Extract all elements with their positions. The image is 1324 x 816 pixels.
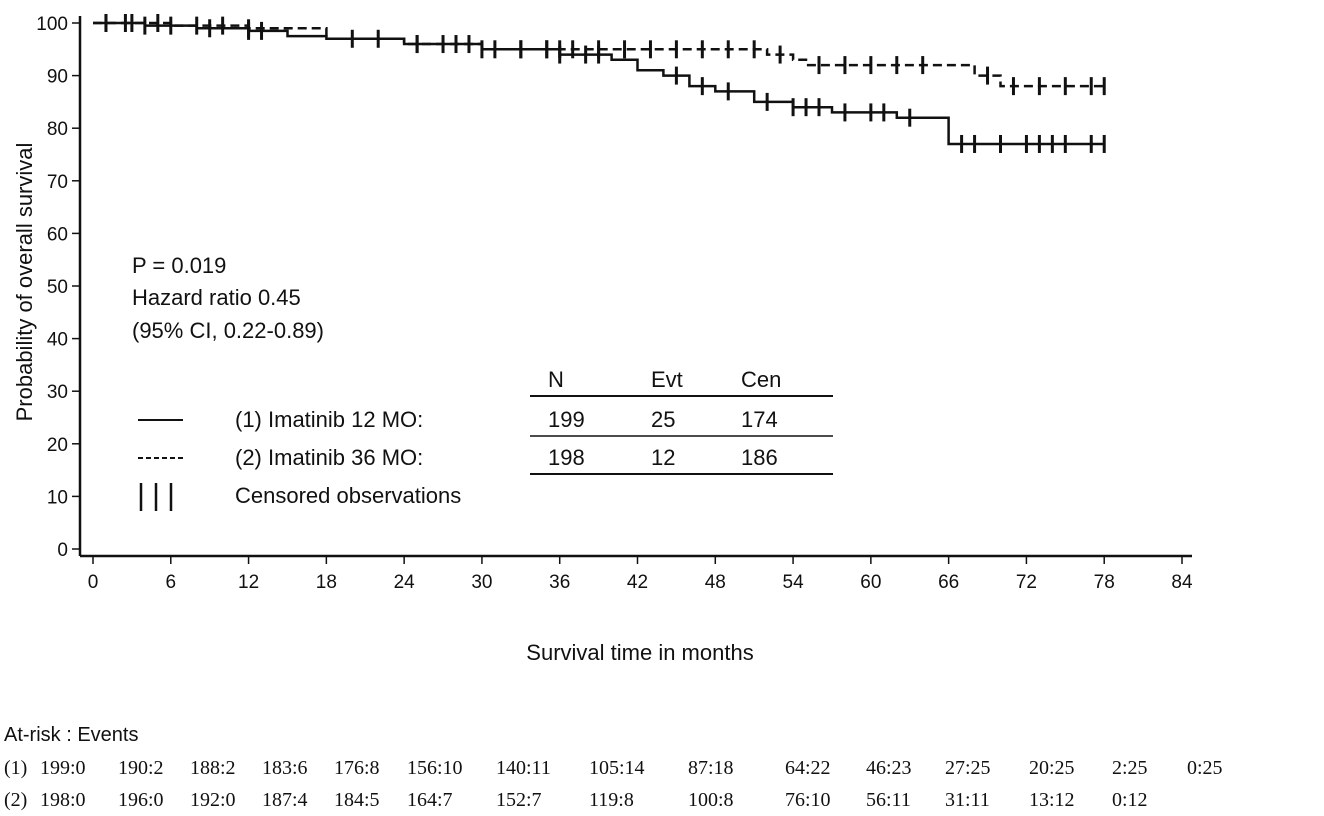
at-risk-rows: (1) 199:0 190:2 188:2 183:6 176:8 156:10 140:11… xyxy=(4,757,1223,811)
x-tick-label: 0 xyxy=(88,572,99,593)
at-risk-cell: 190:2 xyxy=(118,757,164,779)
x-tick-label: 72 xyxy=(1016,572,1037,593)
x-tick-label: 48 xyxy=(705,572,726,593)
x-tick-label: 78 xyxy=(1094,572,1115,593)
p-value: P = 0.019 xyxy=(132,253,226,278)
at-risk-cell: 0:25 xyxy=(1187,757,1223,779)
table-cell: 174 xyxy=(741,407,778,432)
at-risk-cell: 119:8 xyxy=(589,789,634,811)
at-risk-cell: 184:5 xyxy=(334,789,380,811)
at-risk-cell: 100:8 xyxy=(688,789,734,811)
at-risk-cell: 152:7 xyxy=(496,789,542,811)
at-risk-cell: 20:25 xyxy=(1029,757,1075,779)
at-risk-cell: 56:11 xyxy=(866,789,911,811)
at-risk-cell: 76:10 xyxy=(785,789,831,811)
at-risk-cell: 87:18 xyxy=(688,757,734,779)
at-risk-cell: 2:25 xyxy=(1112,757,1148,779)
x-tick-label: 60 xyxy=(860,572,881,593)
confidence-interval: (95% CI, 0.22-0.89) xyxy=(132,318,324,343)
y-tick-label: 40 xyxy=(47,330,68,351)
annotation-group: P = 0.019 Hazard ratio 0.45 (95% CI, 0.2… xyxy=(132,253,324,343)
table-cell: 12 xyxy=(651,445,675,470)
x-tick-label: 66 xyxy=(938,572,959,593)
y-tick-label: 10 xyxy=(47,487,68,508)
table-header-n: N xyxy=(548,367,564,392)
at-risk-cell: 188:2 xyxy=(190,757,236,779)
hazard-ratio: Hazard ratio 0.45 xyxy=(132,285,301,310)
at-risk-cell: 176:8 xyxy=(334,757,380,779)
table-header-cen: Cen xyxy=(741,367,781,392)
x-tick-label: 54 xyxy=(783,572,805,593)
x-axis-title: Survival time in months xyxy=(526,640,753,665)
at-risk-title: At-risk : Events xyxy=(4,724,138,746)
at-risk-cell: 13:12 xyxy=(1029,789,1075,811)
at-risk-cell: 187:4 xyxy=(262,789,308,811)
series-line-2 xyxy=(93,21,1105,88)
at-risk-cell: 198:0 xyxy=(40,789,86,811)
y-tick-label: 0 xyxy=(57,540,68,561)
x-tick-label: 12 xyxy=(238,572,259,593)
at-risk-row-label: (1) xyxy=(4,757,27,779)
at-risk-cell: 46:23 xyxy=(866,757,912,779)
axes: 0 6 12 18 24 30 36 42 48 54 60 66 72 78 84 0 10 20 30 40 50 6… xyxy=(36,14,1193,593)
y-tick-label: 100 xyxy=(36,14,68,35)
at-risk-cell: 64:22 xyxy=(785,757,831,779)
y-tick-label: 90 xyxy=(47,67,68,88)
at-risk-cell: 199:0 xyxy=(40,757,86,779)
x-tick-label: 6 xyxy=(165,572,176,593)
at-risk-row-label: (2) xyxy=(4,789,27,811)
at-risk-cell: 31:11 xyxy=(945,789,990,811)
x-tick-label: 18 xyxy=(316,572,337,593)
at-risk-cell: 192:0 xyxy=(190,789,236,811)
y-tick-label: 30 xyxy=(47,382,68,403)
table-cell: 199 xyxy=(548,407,585,432)
at-risk-cell: 196:0 xyxy=(118,789,164,811)
series-group xyxy=(93,14,1106,153)
legend-label-censored: Censored observations xyxy=(235,483,461,508)
at-risk-cell: 105:14 xyxy=(589,757,645,779)
x-tick-label: 36 xyxy=(549,572,570,593)
y-tick-label: 20 xyxy=(47,435,68,456)
at-risk-table: At-risk : Events (1) 199:0 190:2 188:2 183:6… xyxy=(4,724,1223,811)
legend-label-series1: (1) Imatinib 12 MO: xyxy=(235,407,423,432)
at-risk-cell: 140:11 xyxy=(496,757,551,779)
legend-label-series2: (2) Imatinib 36 MO: xyxy=(235,445,423,470)
legend: (1) Imatinib 12 MO: (2) Imatinib 36 MO: … xyxy=(138,367,833,511)
at-risk-cell: 0:12 xyxy=(1112,789,1148,811)
table-header-evt: Evt xyxy=(651,367,683,392)
at-risk-cell: 164:7 xyxy=(407,789,453,811)
y-tick-label: 60 xyxy=(47,224,68,245)
at-risk-cell: 27:25 xyxy=(945,757,991,779)
table-cell: 25 xyxy=(651,407,675,432)
table-cell: 198 xyxy=(548,445,585,470)
y-axis-title: Probability of overall survival xyxy=(12,143,37,422)
y-tick-label: 50 xyxy=(47,277,68,298)
y-tick-label: 80 xyxy=(47,119,68,140)
y-tick-label: 70 xyxy=(47,172,68,193)
x-tick-label: 24 xyxy=(394,572,416,593)
legend-censor-icon xyxy=(139,483,173,511)
at-risk-cell: 183:6 xyxy=(262,757,308,779)
x-tick-label: 42 xyxy=(627,572,648,593)
at-risk-cell: 156:10 xyxy=(407,757,463,779)
x-tick-label: 84 xyxy=(1171,572,1193,593)
table-cell: 186 xyxy=(741,445,778,470)
x-tick-label: 30 xyxy=(471,572,492,593)
